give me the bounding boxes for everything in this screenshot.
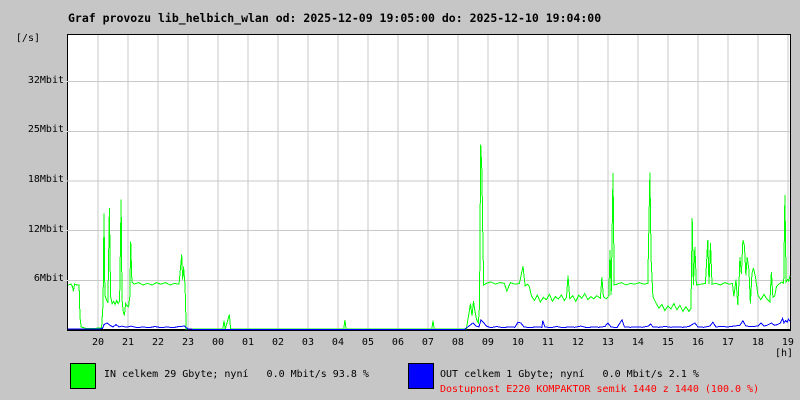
x-axis-label: 12 bbox=[571, 337, 584, 348]
x-axis-label: 05 bbox=[361, 337, 374, 348]
x-axis-label: 16 bbox=[691, 337, 704, 348]
x-axis-label: 23 bbox=[181, 337, 194, 348]
legend-in-label: IN celkem 29 Gbyte; nyní 0.0 Mbit/s 93.8… bbox=[104, 369, 369, 380]
x-axis-label: 00 bbox=[211, 337, 224, 348]
y-axis-label: 12Mbit bbox=[27, 223, 64, 235]
y-axis-label: 18Mbit bbox=[27, 173, 64, 185]
x-axis-label: 08 bbox=[451, 337, 464, 348]
x-axis-label: 11 bbox=[541, 337, 554, 348]
x-axis-label: 03 bbox=[301, 337, 314, 348]
legend-out-label: OUT celkem 1 Gbyte; nyní 0.0 Mbit/s 2.1 … bbox=[440, 369, 699, 380]
x-axis-label: 07 bbox=[421, 337, 434, 348]
availability-status-text: Dostupnost E220 KOMPAKTOR semik 1440 z 1… bbox=[440, 384, 760, 395]
in-series-line bbox=[67, 144, 791, 330]
x-axis-label: 18 bbox=[751, 337, 764, 348]
x-axis-label: 19 bbox=[781, 337, 794, 348]
x-axis-label: 02 bbox=[271, 337, 284, 348]
x-axis-label: 21 bbox=[121, 337, 134, 348]
x-axis-label: 15 bbox=[661, 337, 674, 348]
traffic-graph-svg bbox=[62, 35, 791, 331]
x-axis-label: 06 bbox=[391, 337, 404, 348]
traffic-graph-plot-area bbox=[62, 34, 791, 331]
x-axis-label: 17 bbox=[721, 337, 734, 348]
y-axis-label: 25Mbit bbox=[27, 124, 64, 136]
x-axis-label: 04 bbox=[331, 337, 344, 348]
x-axis-label: 01 bbox=[241, 337, 254, 348]
page-title: Graf provozu lib_helbich_wlan od: 2025-1… bbox=[68, 11, 602, 25]
x-axis-label: 13 bbox=[601, 337, 614, 348]
legend-in-swatch bbox=[70, 363, 96, 389]
out-series-line bbox=[67, 317, 791, 331]
y-axis-unit-label: [/s] bbox=[15, 33, 40, 44]
x-axis-label: 14 bbox=[631, 337, 644, 348]
y-axis-label: 32Mbit bbox=[27, 74, 64, 86]
x-axis-label: 20 bbox=[91, 337, 104, 348]
legend-out-swatch bbox=[408, 363, 434, 389]
x-axis-label: 10 bbox=[511, 337, 524, 348]
x-axis-label: 09 bbox=[481, 337, 494, 348]
y-axis-label: 6Mbit bbox=[33, 273, 64, 285]
x-axis-label: 22 bbox=[151, 337, 164, 348]
x-axis-unit-label: [h] bbox=[774, 348, 793, 359]
